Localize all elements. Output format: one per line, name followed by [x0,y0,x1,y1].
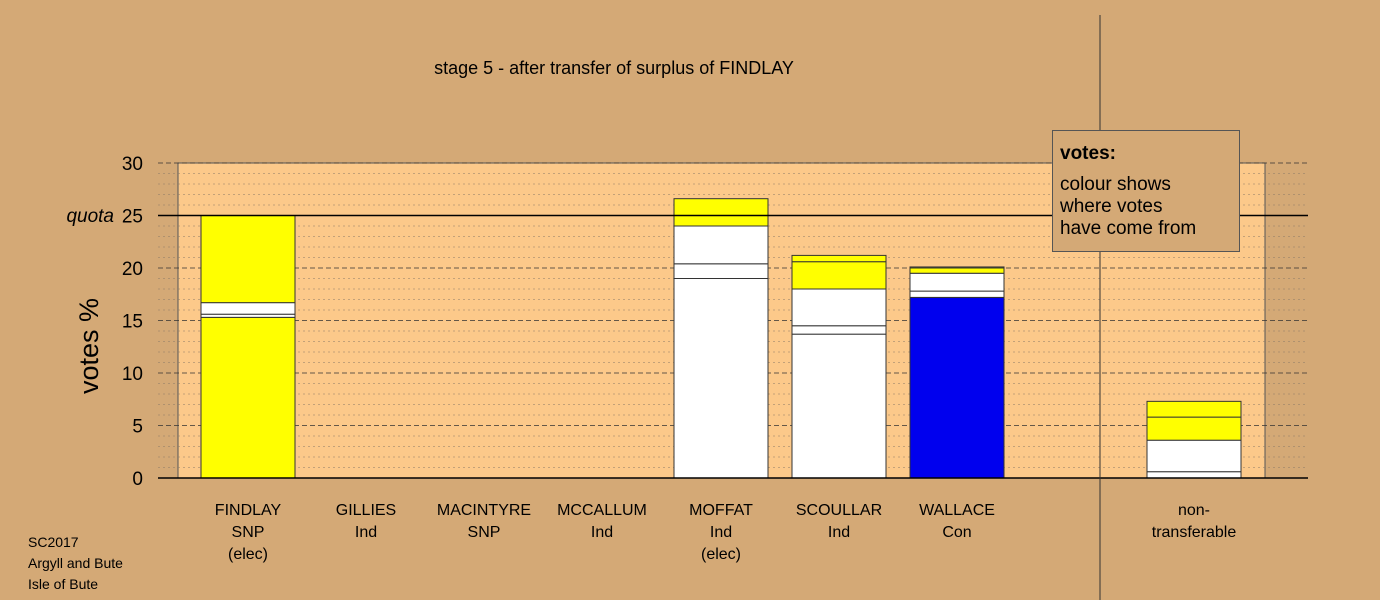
chart-title: stage 5 - after transfer of surplus of F… [434,58,794,78]
bars [200,198,1242,479]
bar-scoullar-segment [791,261,887,290]
bar-moffat-segment [673,263,769,279]
bar-moffat-segment [673,198,769,227]
footer-line: SC2017 [28,534,79,550]
bar-nontransferable-segment [1146,439,1242,473]
category-label: SNP [468,524,501,541]
bar-wallace-segment [909,266,1005,269]
bar-wallace-segment [909,296,1005,479]
bar-nontransferable-segment [1146,400,1242,418]
bar-findlay-segment [200,316,296,479]
legend: votes: colour shows where votes have com… [1052,130,1240,252]
footer: SC2017 Argyll and Bute Isle of Bute [28,532,123,595]
category-label: MOFFAT [689,502,753,519]
y-tick-label: 5 [132,417,143,438]
category-label: MCCALLUM [557,502,647,519]
footer-line: Argyll and Bute [28,555,123,571]
bar-nontransferable-segment [1146,416,1242,441]
legend-line: have come from [1060,218,1197,239]
y-tick-label: 0 [132,469,143,490]
bar-nontransferable-segment [1146,471,1242,479]
bar-moffat-segment [673,278,769,479]
legend-line: where votes [1060,196,1163,217]
bar-scoullar-segment [791,288,887,327]
category-label: Ind [828,524,850,541]
bar-findlay-segment [200,302,296,315]
y-tick-label: 20 [122,259,143,280]
category-label: Ind [591,524,613,541]
category-label: non- [1178,502,1210,519]
bar-findlay-segment [200,215,296,304]
category-label: WALLACE [919,502,995,519]
category-label: Con [942,524,971,541]
footer-line: Isle of Bute [28,576,99,592]
category-label: SCOULLAR [796,502,882,519]
y-tick-label: 15 [122,312,143,333]
category-label: transferable [1152,524,1237,541]
bar-wallace-segment [909,267,1005,274]
quota-label: quota [66,206,114,227]
category-label: Ind [710,524,732,541]
category-label: (elec) [228,546,268,563]
legend-line: colour shows [1060,174,1171,195]
bar-scoullar-segment [791,333,887,479]
y-axis-label: votes % [74,298,104,394]
y-tick-labels: 0 5 10 15 20 25 30 [122,154,143,490]
bar-wallace-segment [909,272,1005,292]
bar-wallace-segment [909,290,1005,298]
y-tick-label: 30 [122,154,143,175]
bar-scoullar-segment [791,254,887,263]
y-tick-label: 10 [122,364,143,385]
category-label: SNP [232,524,265,541]
category-label: (elec) [701,546,741,563]
bar-moffat-segment [673,225,769,265]
category-label: FINDLAY [215,502,282,519]
legend-title: votes: [1060,143,1116,164]
bar-scoullar-segment [791,325,887,335]
category-label: Ind [355,524,377,541]
category-label: GILLIES [336,502,396,519]
category-labels: FINDLAY SNP (elec) GILLIES Ind MACINTYRE SNP MC… [215,502,1237,563]
y-tick-label: 25 [122,207,143,228]
category-label: MACINTYRE [437,502,531,519]
